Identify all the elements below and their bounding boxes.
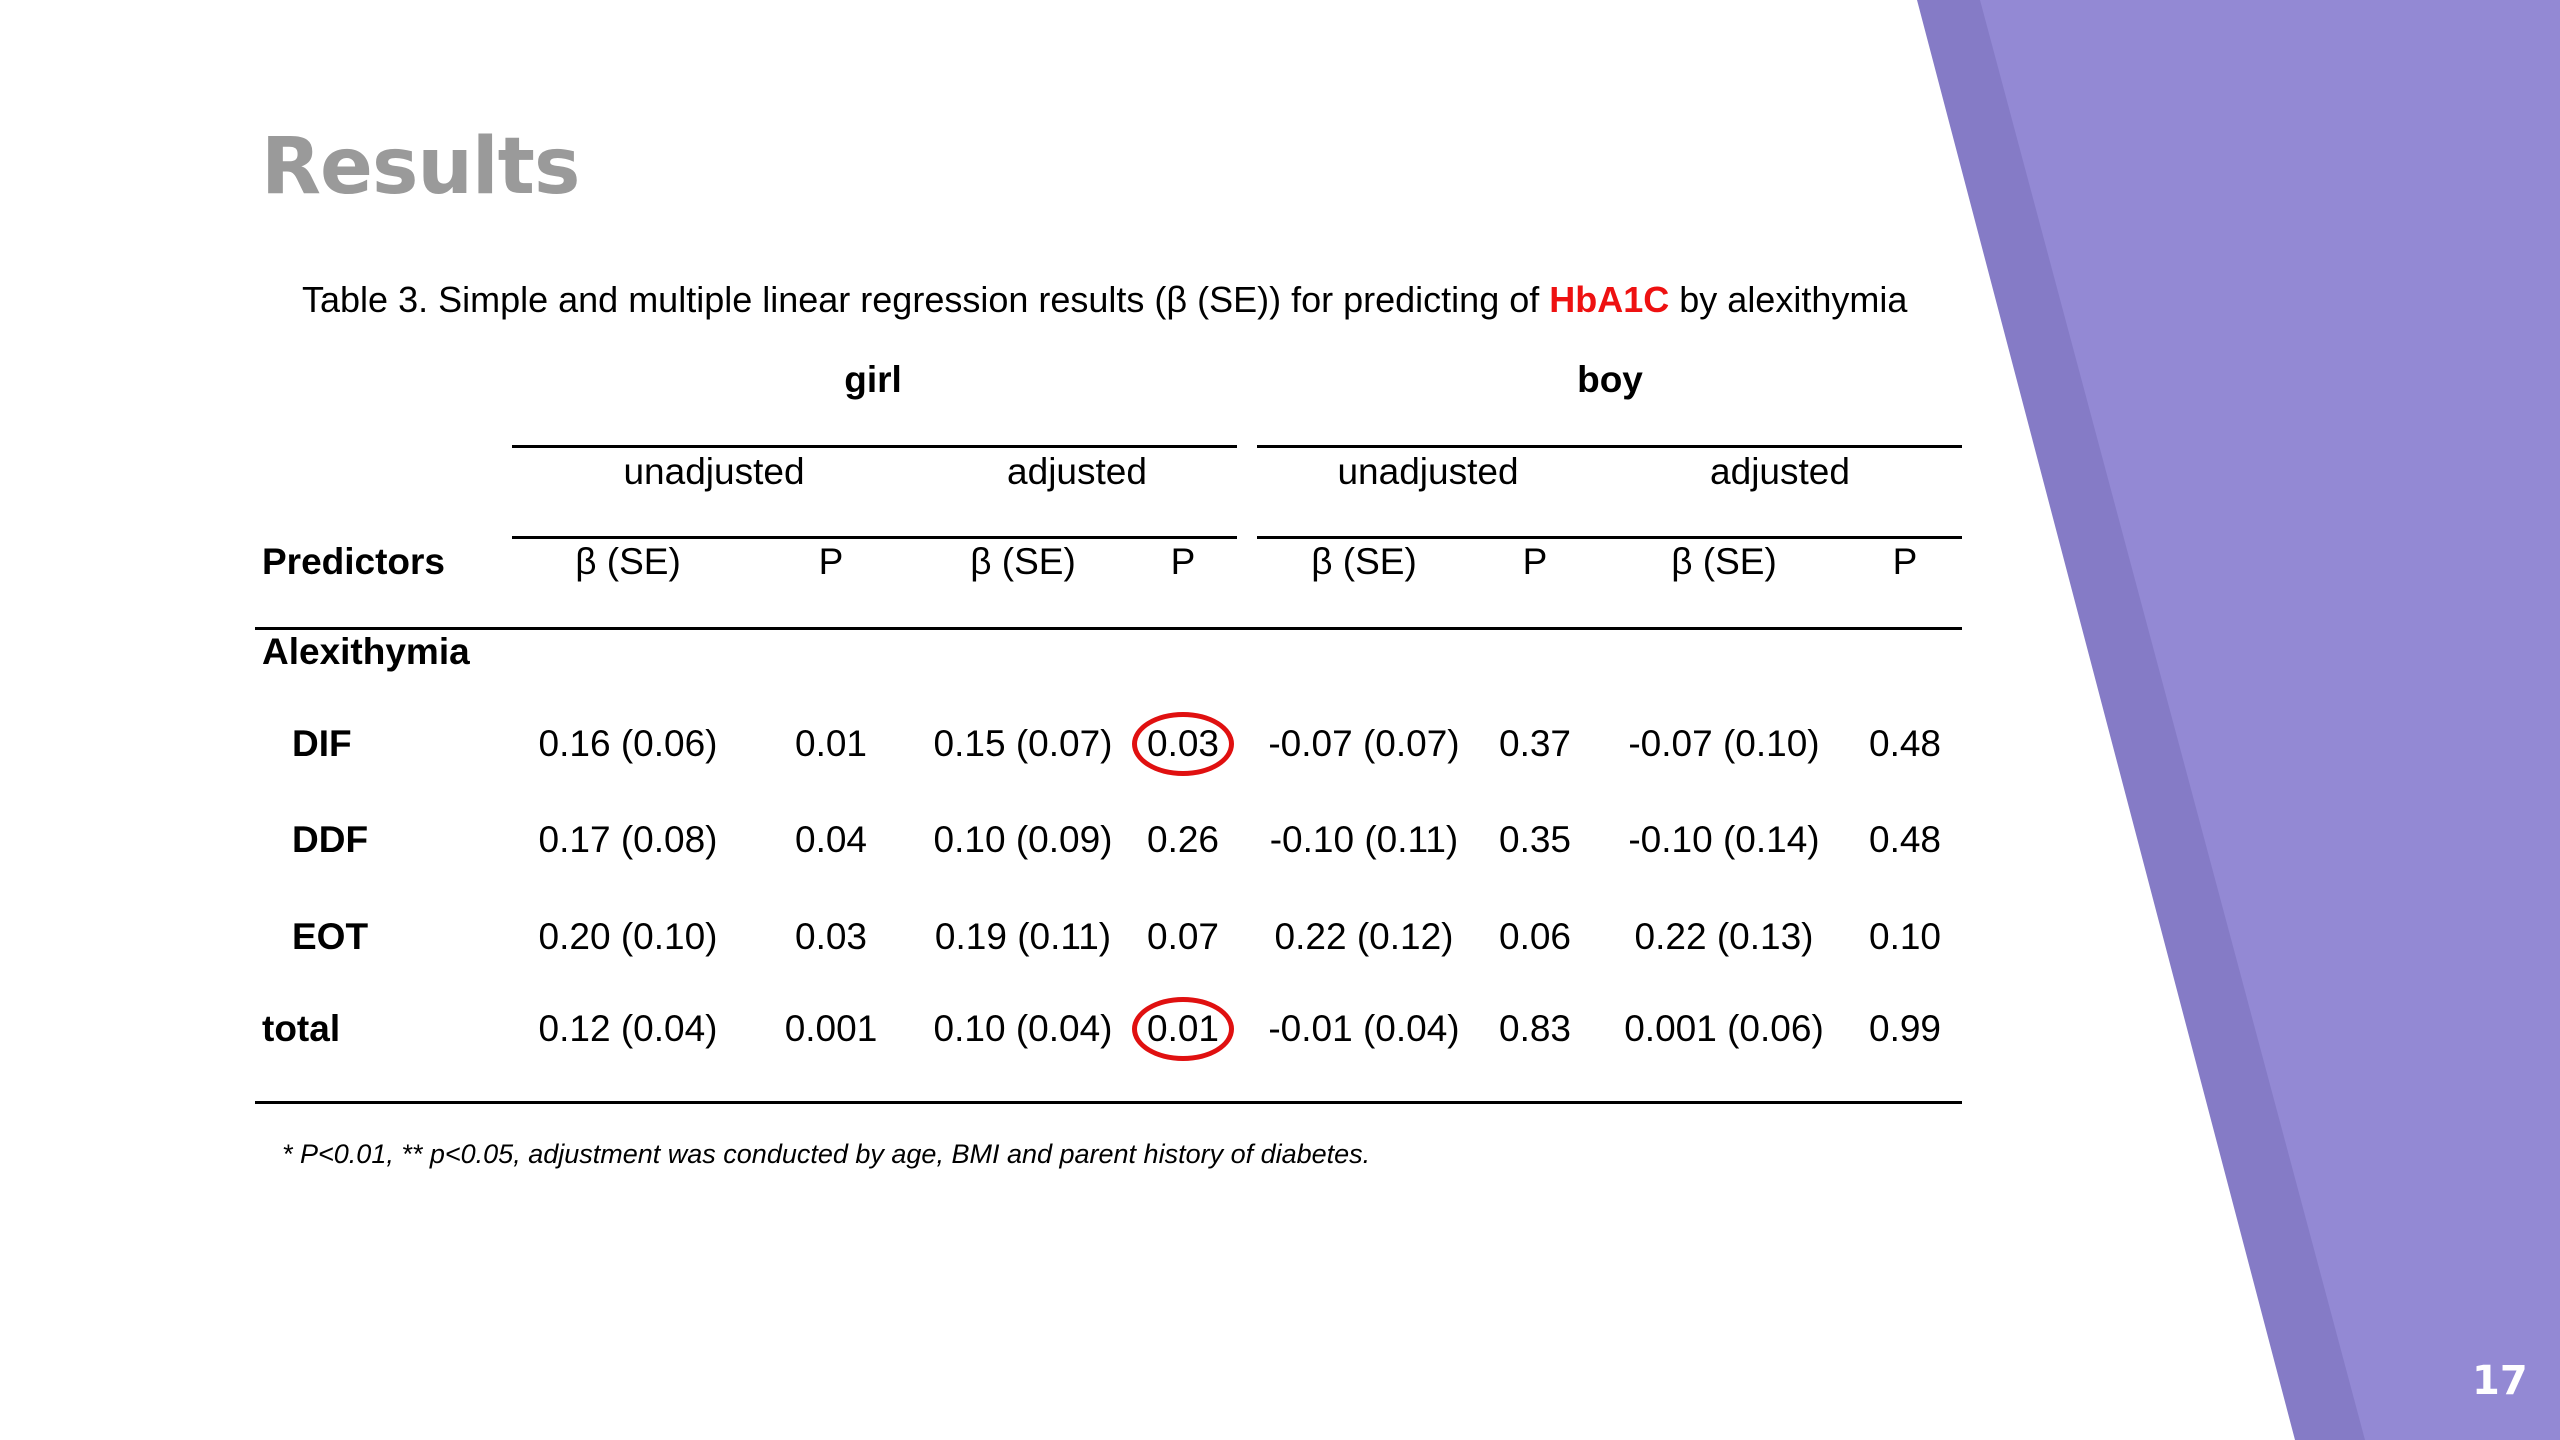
rule-header-bottom	[255, 627, 1962, 630]
table-cell: 0.22 (0.12)	[1274, 916, 1454, 957]
highlight-circle	[1132, 997, 1234, 1061]
table-cell: 0.10 (0.04)	[933, 1008, 1113, 1049]
col-header: β (SE)	[1671, 541, 1777, 582]
predictors-header: Predictors	[262, 541, 446, 582]
table-cell: 0.35	[1498, 819, 1572, 860]
table-cell: 0.06	[1498, 916, 1572, 957]
table-cell: 0.26	[1146, 819, 1220, 860]
table-cell: -0.07 (0.10)	[1628, 723, 1820, 764]
table-cell: 0.10 (0.09)	[933, 819, 1113, 860]
table-cell: 0.01	[794, 723, 868, 764]
col-header: P	[1892, 541, 1918, 582]
rule-girl-mid	[512, 536, 1237, 539]
rule-table-bottom	[255, 1101, 1962, 1104]
table-cell: 0.19 (0.11)	[934, 916, 1112, 957]
table-cell: 0.48	[1868, 723, 1942, 764]
caption-text-end: by alexithymia	[1669, 279, 1908, 320]
table-cell: 0.07	[1146, 916, 1220, 957]
col-header: P	[1522, 541, 1548, 582]
table-cell: 0.001	[784, 1008, 878, 1049]
highlight-circle	[1132, 712, 1234, 776]
caption-highlight: HbA1C	[1549, 279, 1670, 320]
section-label: Alexithymia	[262, 631, 470, 672]
table-footnote: * P<0.01, ** p<0.05, adjustment was cond…	[282, 1139, 1371, 1169]
group-header-girl: girl	[844, 359, 902, 400]
col-header: β (SE)	[1311, 541, 1417, 582]
row-label-total: total	[262, 1008, 341, 1049]
table-cell: 0.48	[1868, 819, 1942, 860]
table-cell: 0.99	[1868, 1008, 1942, 1049]
rule-boy-top	[1257, 445, 1962, 448]
rule-boy-mid	[1257, 536, 1962, 539]
table-cell: 0.16 (0.06)	[538, 723, 718, 764]
slide-title: Results	[261, 122, 580, 212]
table-cell: 0.04	[794, 819, 868, 860]
table-cell: 0.22 (0.13)	[1634, 916, 1814, 957]
table-cell: 0.03	[794, 916, 868, 957]
row-label-ddf: DDF	[292, 819, 369, 860]
caption-text: Table 3. Simple and multiple linear regr…	[302, 279, 1550, 320]
table-cell: 0.17 (0.08)	[538, 819, 718, 860]
table-cell: 0.20 (0.10)	[538, 916, 718, 957]
table-cell: 0.10	[1868, 916, 1942, 957]
accent-stripe-light	[1980, 0, 2560, 1440]
group-header-boy: boy	[1577, 359, 1643, 400]
row-label-eot: EOT	[292, 916, 369, 957]
page-number: 17	[2472, 1358, 2528, 1404]
subgroup-boy-unadjusted: unadjusted	[1337, 451, 1519, 492]
rule-girl-top	[512, 445, 1237, 448]
table-cell: 0.83	[1498, 1008, 1572, 1049]
table-cell: 0.001 (0.06)	[1624, 1008, 1824, 1049]
table-cell: 0.15 (0.07)	[933, 723, 1113, 764]
col-header: β (SE)	[575, 541, 681, 582]
col-header: P	[818, 541, 844, 582]
subgroup-girl-unadjusted: unadjusted	[623, 451, 805, 492]
table-cell: 0.37	[1498, 723, 1572, 764]
row-label-dif: DIF	[292, 723, 352, 764]
table-cell: -0.10 (0.14)	[1628, 819, 1820, 860]
table-cell: -0.10 (0.11)	[1269, 819, 1459, 860]
table-cell: 0.12 (0.04)	[538, 1008, 718, 1049]
table-cell: -0.07 (0.07)	[1268, 723, 1460, 764]
col-header: P	[1170, 541, 1196, 582]
table-cell: -0.01 (0.04)	[1268, 1008, 1460, 1049]
col-header: β (SE)	[970, 541, 1076, 582]
table-caption: Table 3. Simple and multiple linear regr…	[302, 278, 1907, 322]
subgroup-boy-adjusted: adjusted	[1710, 451, 1850, 492]
subgroup-girl-adjusted: adjusted	[1007, 451, 1147, 492]
